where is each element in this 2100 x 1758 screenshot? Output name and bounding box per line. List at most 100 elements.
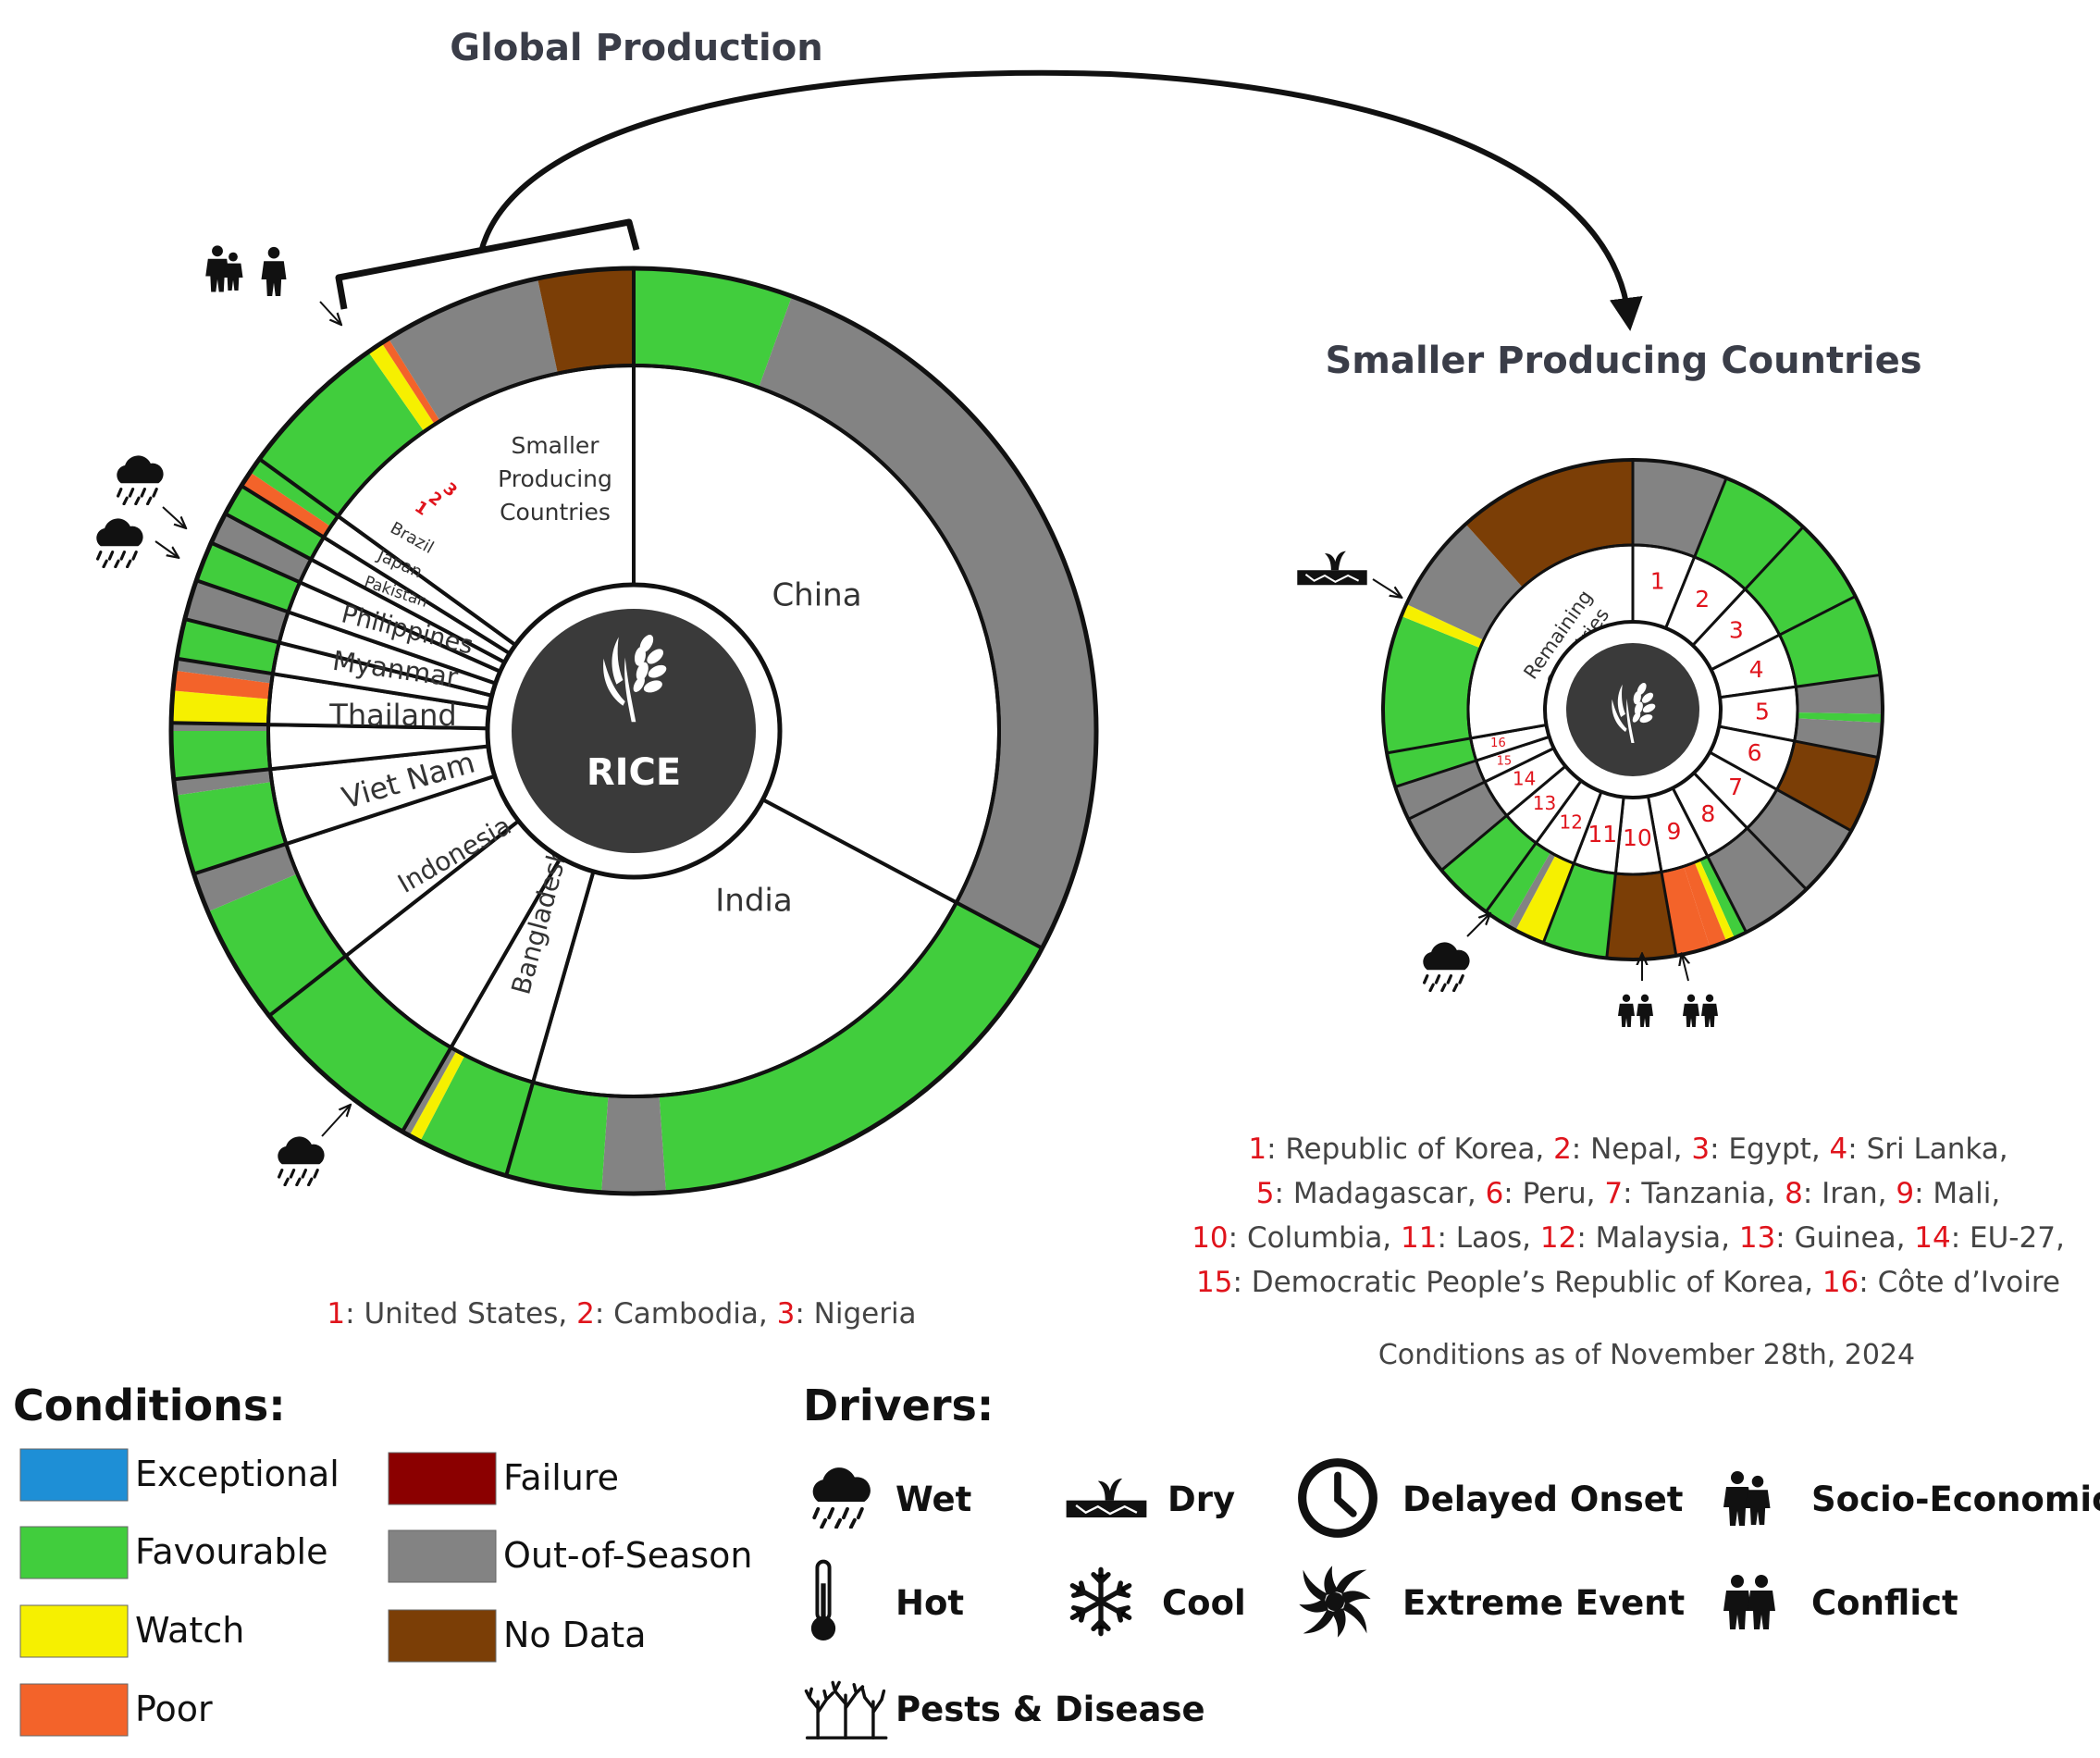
- global-driver-markers: [94, 245, 350, 1186]
- global-condition-segment-15: [172, 670, 272, 699]
- global-condition-segment-12: [171, 731, 271, 780]
- small-label-5: 5: [1755, 699, 1770, 725]
- small-condition-segment-23: [1383, 615, 1480, 753]
- global-condition-segment-22: [241, 472, 331, 538]
- center-label: RICE: [587, 751, 681, 794]
- conditions-heading: Conditions:: [13, 1380, 286, 1430]
- global-divider-4: [267, 954, 347, 1018]
- conflict-icon: [1723, 1575, 1751, 1629]
- small-condition-segment-25: [1406, 524, 1523, 640]
- global-key-line-text-2: : Nigeria: [795, 1297, 916, 1331]
- driver-label-hot: Hot: [896, 1583, 964, 1623]
- global-condition-segment-2: [659, 902, 1043, 1193]
- legend-swatch-failure: [388, 1452, 497, 1505]
- global-condition-segment-11: [173, 769, 272, 796]
- wet-icon: [1421, 942, 1472, 992]
- small-key-line-3-text-4: : EU-27,: [1951, 1221, 2065, 1255]
- conflict-icon: [261, 246, 287, 296]
- small-label-11: 11: [1587, 821, 1617, 848]
- global-label-china: China: [772, 577, 861, 614]
- small-divider-3: [1778, 595, 1857, 637]
- global-divider-13: [240, 484, 326, 539]
- small-divider-1: [1693, 477, 1728, 558]
- small-condition-segment-21: [1395, 761, 1486, 820]
- small-label-2: 2: [1695, 586, 1710, 613]
- driver-label-extreme-event: Extreme Event: [1402, 1583, 1685, 1623]
- global-key-line-text-0: : United States,: [345, 1297, 576, 1331]
- legend-swatch-poor: [19, 1683, 129, 1737]
- global-condition-segment-24: [259, 352, 425, 516]
- legend-swatch-no_data: [388, 1609, 497, 1663]
- small-divider-12: [1485, 842, 1538, 913]
- global-condition-segment-14: [171, 690, 270, 725]
- small-key-line-1: 1: Republic of Korea, 2: Nepal, 3: Egypt…: [1248, 1133, 2007, 1166]
- global-condition-segment-18: [184, 580, 289, 643]
- small-key-line-1-num-2: 2: [1553, 1133, 1572, 1166]
- drivers-legend: Wet Dry Delayed Onset Socio-Economic Hot Cool…: [804, 1463, 2100, 1739]
- small-key-line-2-text-3: : Iran,: [1803, 1177, 1896, 1210]
- cool-icon: [1072, 1569, 1129, 1633]
- global-condition-segment-0: [634, 268, 793, 388]
- global-mid-border: [266, 364, 1001, 1098]
- small-key-line-2-text-1: : Peru,: [1503, 1177, 1604, 1210]
- small-condition-segment-3: [1779, 596, 1881, 687]
- global-divider-1: [955, 900, 1044, 950]
- legend-label-no_data: No Data: [503, 1615, 647, 1655]
- small-key-line-3-text-3: : Guinea,: [1775, 1221, 1914, 1255]
- global-key-line-num-3: 3: [777, 1297, 796, 1331]
- small-key-line-1-num-4: 4: [1830, 1133, 1848, 1166]
- global-divider-6: [173, 767, 271, 782]
- global-key-line-num-2: 2: [576, 1297, 595, 1331]
- conflict-icon: [1637, 994, 1653, 1027]
- hot-icon: [811, 1562, 835, 1640]
- socio-economic-marker: [205, 245, 340, 324]
- small-key-line-3-text-2: : Malaysia,: [1576, 1221, 1738, 1255]
- small-key-line-4-num-16: 16: [1822, 1266, 1859, 1299]
- global-divider-7: [171, 721, 269, 727]
- legend-swatch-favourable: [19, 1526, 129, 1579]
- global-condition-segment-27: [389, 278, 558, 422]
- small-key-line-1-num-1: 1: [1248, 1133, 1266, 1166]
- global-condition-segment-21: [225, 486, 325, 560]
- small-key-line-2-num-7: 7: [1604, 1177, 1623, 1210]
- small-label-12: 12: [1559, 811, 1582, 834]
- global-divider-2: [504, 1082, 536, 1177]
- small-condition-segment-12: [1684, 862, 1727, 947]
- small-divider-16: [1386, 737, 1471, 755]
- small-key-line-1-text-1: : Nepal,: [1572, 1133, 1692, 1166]
- small-key-line-4-num-15: 15: [1196, 1266, 1232, 1299]
- global-divider-8: [176, 656, 274, 676]
- smaller-producing-title: Smaller Producing Countries: [1325, 340, 1921, 382]
- driver-label-dry: Dry: [1167, 1479, 1235, 1519]
- small-key-line-1-text-3: : Sri Lanka,: [1847, 1133, 2007, 1166]
- dry-marker: [1296, 550, 1401, 597]
- small-divider-7: [1746, 827, 1808, 891]
- conditions-date-note: Conditions as of November 28th, 2024: [1378, 1339, 1915, 1371]
- global-center: RICE: [485, 582, 783, 880]
- delayed-onset-icon: [1303, 1463, 1374, 1534]
- global-production-title: Global Production: [450, 27, 822, 69]
- global-label-india: India: [715, 883, 792, 920]
- wet-marker-1: [115, 455, 185, 527]
- small-divider-4: [1796, 673, 1881, 688]
- small-key-line-1-text-0: : Republic of Korea,: [1266, 1133, 1553, 1166]
- legend-swatch-watch: [19, 1604, 129, 1658]
- driver-label-wet: Wet: [896, 1479, 971, 1519]
- legend-label-failure: Failure: [503, 1457, 619, 1498]
- connector-bracket: [335, 69, 1643, 331]
- small-label-1: 1: [1650, 568, 1665, 595]
- pests-disease-icon: [804, 1680, 888, 1739]
- socio-economic-icon-child: [223, 252, 243, 291]
- small-key-line-3-num-13: 13: [1739, 1221, 1775, 1255]
- small-key-line-1-text-2: : Egypt,: [1710, 1133, 1829, 1166]
- global-condition-segment-3: [601, 1096, 666, 1194]
- small-label-6: 6: [1748, 739, 1762, 766]
- small-key-line-3-num-10: 10: [1192, 1221, 1228, 1255]
- legend-label-out_of_season: Out-of-Season: [503, 1535, 753, 1576]
- small-mid-border: [1466, 543, 1799, 876]
- small-center: [1543, 620, 1723, 799]
- wet-icon: [276, 1136, 327, 1186]
- global-divider-9: [184, 617, 280, 645]
- small-outer-border: [1381, 458, 1884, 961]
- drivers-heading: Drivers:: [803, 1380, 994, 1430]
